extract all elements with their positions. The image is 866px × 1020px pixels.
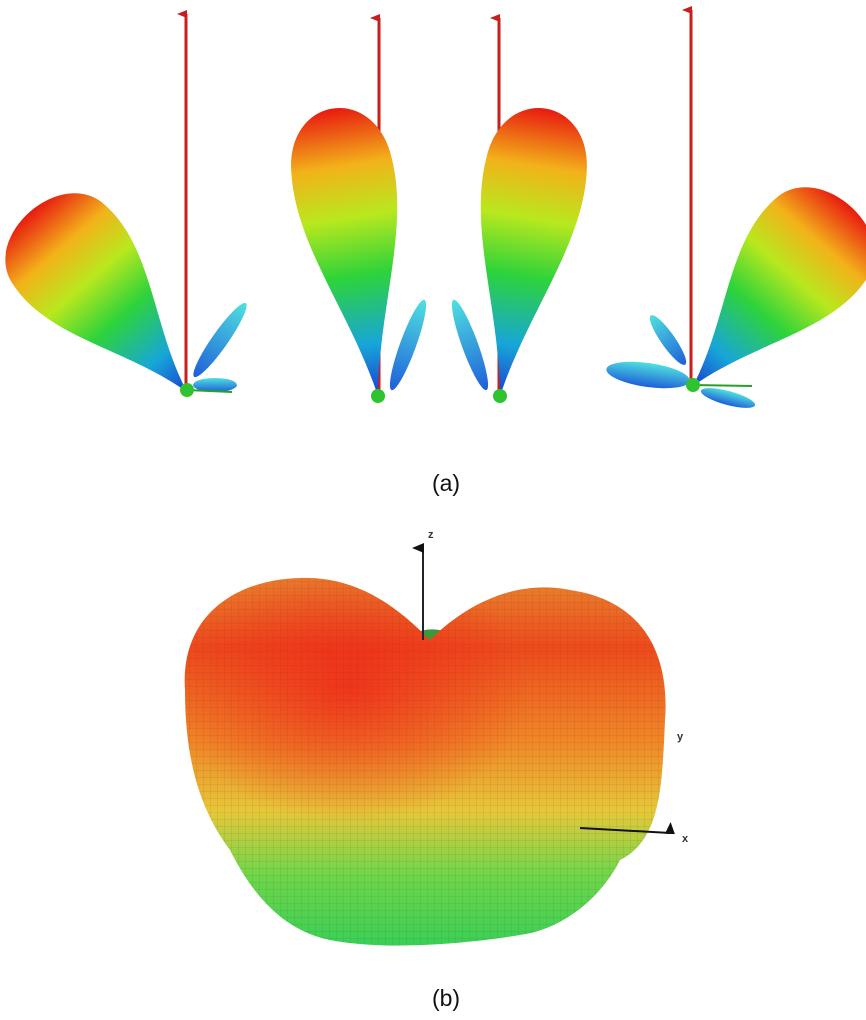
beam-3: [451, 14, 587, 403]
beam-4: [606, 6, 866, 408]
side-lobe: [193, 302, 247, 378]
origin: [180, 383, 194, 397]
side-lobe: [649, 315, 687, 365]
mesh: [184, 577, 666, 946]
x-axis: [579, 822, 675, 835]
side-lobe: [451, 299, 489, 391]
origin: [686, 378, 700, 392]
x-arrow: [186, 389, 233, 393]
main-lobe: [291, 108, 398, 396]
main-lobe: [480, 108, 587, 396]
mask: [756, 372, 796, 402]
axis-label: y: [677, 731, 684, 743]
side-lobe: [389, 299, 427, 391]
x-arrow: [692, 384, 753, 387]
axis-label: z: [428, 529, 434, 541]
panel-label: (b): [432, 985, 460, 1011]
origin: [371, 389, 385, 403]
origin: [493, 389, 507, 403]
main-lobe: [5, 193, 187, 392]
axis-label: x: [682, 833, 689, 845]
side-lobe: [700, 388, 756, 408]
panel-label: (a): [432, 470, 460, 496]
beam-2: [291, 14, 427, 403]
main-lobe: [693, 187, 866, 386]
side-lobe: [193, 378, 237, 392]
pattern-3d: z y x: [184, 529, 689, 946]
side-lobe: [606, 361, 690, 389]
beam-1: [5, 10, 247, 397]
